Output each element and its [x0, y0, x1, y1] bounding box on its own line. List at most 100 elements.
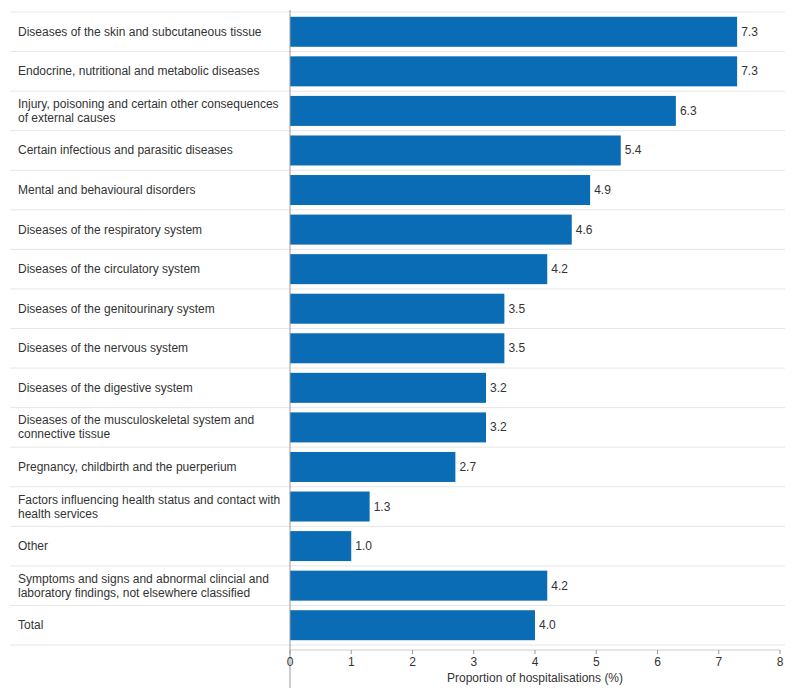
- data-label: 4.6: [576, 223, 593, 237]
- category-label-line: Diseases of the skin and subcutaneous ti…: [18, 25, 262, 39]
- category-label-line: Other: [18, 539, 48, 553]
- bar: [290, 412, 486, 442]
- x-tick: [657, 650, 658, 654]
- bar: [290, 96, 676, 126]
- row-separator: [10, 130, 785, 131]
- row-separator: [10, 645, 785, 646]
- bar: [290, 254, 547, 284]
- category-label: Diseases of the circulatory system: [18, 262, 200, 276]
- data-label: 4.9: [594, 183, 611, 197]
- bar: [290, 571, 547, 601]
- bar: [290, 17, 737, 47]
- x-tick: [412, 650, 413, 654]
- x-tick-label: 3: [470, 655, 477, 669]
- category-label-line: Diseases of the musculoskeletal system a…: [18, 413, 254, 427]
- category-label-line: Diseases of the nervous system: [18, 341, 188, 355]
- category-label: Diseases of the digestive system: [18, 381, 193, 395]
- data-label: 3.5: [508, 302, 525, 316]
- bars: [290, 17, 737, 640]
- category-label-line: Mental and behavioural disorders: [18, 183, 195, 197]
- category-label-line: health services: [18, 507, 98, 521]
- category-label-line: connective tissue: [18, 427, 110, 441]
- bar: [290, 492, 370, 522]
- row-separator: [10, 407, 785, 408]
- category-label-line: of external causes: [18, 111, 115, 125]
- category-label-line: Endocrine, nutritional and metabolic dis…: [18, 64, 259, 78]
- category-label-line: Factors influencing health status and co…: [18, 493, 280, 507]
- data-label: 1.0: [355, 539, 372, 553]
- data-label: 1.3: [374, 500, 391, 514]
- category-label: Diseases of the nervous system: [18, 341, 188, 355]
- row-separator: [10, 368, 785, 369]
- row-separator: [10, 209, 785, 210]
- row-separator: [10, 526, 785, 527]
- category-label-line: Certain infectious and parasitic disease…: [18, 143, 233, 157]
- category-label: Certain infectious and parasitic disease…: [18, 143, 233, 157]
- category-label: Total: [18, 618, 43, 632]
- x-tick-label: 8: [777, 655, 784, 669]
- bar: [290, 610, 535, 640]
- x-tick: [473, 650, 474, 654]
- x-tick-label: 5: [593, 655, 600, 669]
- category-label: Factors influencing health status and co…: [18, 493, 280, 521]
- data-label: 5.4: [625, 143, 642, 157]
- category-label: Injury, poisoning and certain other cons…: [18, 97, 279, 125]
- category-label-line: Symptoms and signs and abnormal clincial…: [18, 572, 269, 586]
- y-axis-line: [290, 10, 291, 688]
- data-label: 3.2: [490, 381, 507, 395]
- category-label: Diseases of the respiratory system: [18, 223, 202, 237]
- row-separator: [10, 605, 785, 606]
- category-label-line: Diseases of the genitourinary system: [18, 302, 215, 316]
- data-label: 4.0: [539, 618, 556, 632]
- x-axis-title: Proportion of hospitalisations (%): [447, 671, 623, 685]
- row-separator: [10, 91, 785, 92]
- data-label: 7.3: [741, 64, 758, 78]
- category-label-line: Diseases of the respiratory system: [18, 223, 202, 237]
- bar: [290, 56, 737, 86]
- x-tick: [535, 650, 536, 654]
- category-label: Endocrine, nutritional and metabolic dis…: [18, 64, 259, 78]
- bar: [290, 215, 572, 245]
- category-label: Other: [18, 539, 48, 553]
- row-separator: [10, 486, 785, 487]
- data-label: 4.2: [551, 262, 568, 276]
- bar: [290, 294, 504, 324]
- category-label: Diseases of the musculoskeletal system a…: [18, 413, 254, 441]
- row-separator: [10, 170, 785, 171]
- x-tick-label: 4: [532, 655, 539, 669]
- row-separator: [10, 447, 785, 448]
- bar: [290, 175, 590, 205]
- row-separator: [10, 12, 785, 13]
- data-label: 2.7: [459, 460, 476, 474]
- row-separator: [10, 288, 785, 289]
- category-label-line: Pregnancy, childbirth and the puerperium: [18, 460, 237, 474]
- category-label-line: laboratory findings, not elsewhere class…: [18, 586, 250, 600]
- bar: [290, 135, 621, 165]
- category-label: Diseases of the genitourinary system: [18, 302, 215, 316]
- category-label: Symptoms and signs and abnormal clincial…: [18, 572, 269, 600]
- bar: [290, 333, 504, 363]
- data-label: 3.2: [490, 420, 507, 434]
- category-label-line: Injury, poisoning and certain other cons…: [18, 97, 279, 111]
- x-tick-label: 2: [409, 655, 416, 669]
- row-separator: [10, 328, 785, 329]
- data-label: 4.2: [551, 579, 568, 593]
- x-tick: [290, 650, 291, 654]
- x-tick-label: 7: [715, 655, 722, 669]
- row-separator: [10, 565, 785, 566]
- category-label: Pregnancy, childbirth and the puerperium: [18, 460, 237, 474]
- x-tick: [780, 650, 781, 654]
- bar: [290, 373, 486, 403]
- x-tick-label: 1: [348, 655, 355, 669]
- category-label: Diseases of the skin and subcutaneous ti…: [18, 25, 262, 39]
- data-label: 3.5: [508, 341, 525, 355]
- bar: [290, 531, 351, 561]
- x-tick-label: 6: [654, 655, 661, 669]
- x-tick-label: 0: [287, 655, 294, 669]
- chart: Diseases of the skin and subcutaneous ti…: [0, 0, 800, 700]
- x-tick: [596, 650, 597, 654]
- category-label-line: Total: [18, 618, 43, 632]
- category-label-line: Diseases of the circulatory system: [18, 262, 200, 276]
- row-separator: [10, 51, 785, 52]
- data-label: 7.3: [741, 25, 758, 39]
